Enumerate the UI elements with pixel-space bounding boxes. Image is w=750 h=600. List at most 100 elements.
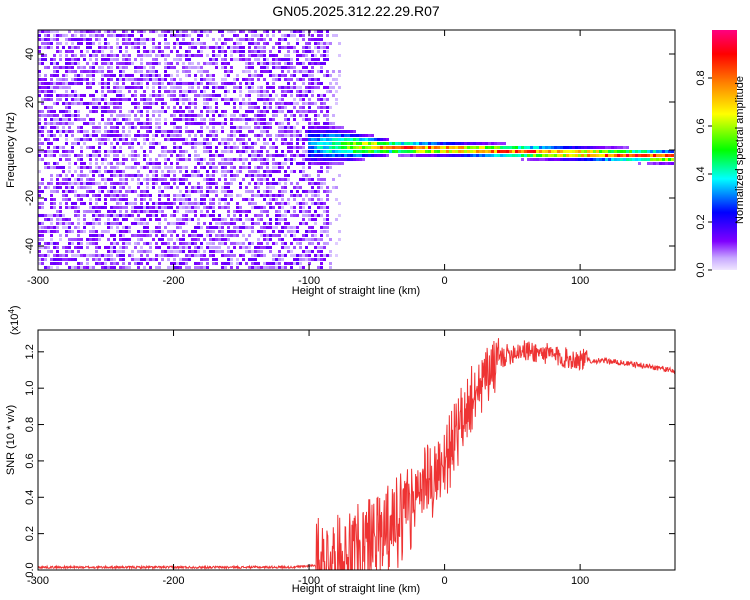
heatmap-cell: [182, 62, 185, 65]
heatmap-cell: [185, 198, 188, 201]
heatmap-cell: [317, 254, 320, 257]
heatmap-cell: [233, 254, 236, 257]
heatmap-cell: [101, 174, 104, 177]
heatmap-cell: [272, 34, 275, 37]
heatmap-cell: [38, 50, 41, 53]
heatmap-cell: [164, 62, 167, 65]
heatmap-cell: [320, 206, 323, 209]
heatmap-cell: [239, 262, 242, 265]
heatmap-cell: [281, 150, 284, 153]
heatmap-cell: [86, 70, 89, 73]
heatmap-cell: [122, 154, 125, 157]
heatmap-cell: [98, 50, 101, 53]
heatmap-cell: [302, 250, 305, 253]
heatmap-cell: [41, 190, 44, 193]
heatmap-cell: [248, 54, 251, 57]
heatmap-cell: [308, 70, 311, 73]
heatmap-cell: [482, 142, 485, 145]
heatmap-cell: [362, 146, 365, 149]
heatmap-cell: [74, 202, 77, 205]
heatmap-cell: [230, 66, 233, 69]
heatmap-cell: [50, 134, 53, 137]
heatmap-cell: [140, 122, 143, 125]
heatmap-cell: [251, 50, 254, 53]
heatmap-cell: [155, 142, 158, 145]
heatmap-cell: [299, 202, 302, 205]
heatmap-cell: [173, 114, 176, 117]
heatmap-cell: [185, 178, 188, 181]
heatmap-cell: [512, 146, 515, 149]
heatmap-cell: [155, 242, 158, 245]
heatmap-cell: [278, 126, 281, 129]
heatmap-cell: [311, 66, 314, 69]
heatmap-cell: [233, 142, 236, 145]
heatmap-cell: [161, 150, 164, 153]
heatmap-cell: [191, 250, 194, 253]
heatmap-cell: [176, 62, 179, 65]
heatmap-cell: [311, 234, 314, 237]
heatmap-cell: [98, 46, 101, 49]
heatmap-cell: [83, 66, 86, 69]
heatmap-cell: [248, 106, 251, 109]
heatmap-cell: [68, 222, 71, 225]
heatmap-cell: [323, 62, 326, 65]
heatmap-cell: [233, 242, 236, 245]
heatmap-cell: [38, 142, 41, 145]
heatmap-cell: [290, 46, 293, 49]
heatmap-cell: [176, 54, 179, 57]
heatmap-cell: [146, 186, 149, 189]
heatmap-cell: [557, 158, 560, 161]
heatmap-cell: [269, 226, 272, 229]
heatmap-cell: [197, 246, 200, 249]
heatmap-cell: [212, 90, 215, 93]
heatmap-cell: [95, 182, 98, 185]
heatmap-cell: [86, 74, 89, 77]
heatmap-cell: [122, 142, 125, 145]
heatmap-cell: [305, 238, 308, 241]
heatmap-cell: [68, 258, 71, 261]
heatmap-cell: [590, 158, 593, 161]
heatmap-cell: [260, 130, 263, 133]
heatmap-cell: [149, 106, 152, 109]
heatmap-cell: [134, 190, 137, 193]
heatmap-cell: [98, 154, 101, 157]
heatmap-cell: [182, 30, 185, 33]
heatmap-cell: [143, 222, 146, 225]
heatmap-cell: [113, 246, 116, 249]
heatmap-cell: [122, 214, 125, 217]
heatmap-cell: [80, 78, 83, 81]
heatmap-cell: [296, 62, 299, 65]
heatmap-cell: [323, 86, 326, 89]
heatmap-cell: [173, 222, 176, 225]
heatmap-cell: [95, 202, 98, 205]
heatmap-cell: [131, 142, 134, 145]
heatmap-cell: [188, 122, 191, 125]
heatmap-cell: [95, 98, 98, 101]
heatmap-cell: [50, 150, 53, 153]
heatmap-cell: [599, 146, 602, 149]
heatmap-cell: [281, 266, 284, 269]
heatmap-cell: [206, 62, 209, 65]
heatmap-cell: [281, 106, 284, 109]
heatmap-cell: [146, 234, 149, 237]
heatmap-cell: [152, 146, 155, 149]
heatmap-cell: [101, 62, 104, 65]
heatmap-cell: [290, 194, 293, 197]
heatmap-cell: [245, 86, 248, 89]
heatmap-cell: [200, 194, 203, 197]
heatmap-cell: [182, 222, 185, 225]
heatmap-cell: [302, 34, 305, 37]
heatmap-cell: [296, 70, 299, 73]
heatmap-cell: [638, 154, 641, 157]
heatmap-cell: [176, 86, 179, 89]
heatmap-cell: [53, 118, 56, 121]
heatmap-cell: [269, 198, 272, 201]
heatmap-cell: [188, 118, 191, 121]
heatmap-cell: [251, 146, 254, 149]
heatmap-cell: [92, 126, 95, 129]
heatmap-cell: [146, 126, 149, 129]
heatmap-cell: [212, 250, 215, 253]
heatmap-cell: [329, 154, 332, 157]
heatmap-cell: [260, 266, 263, 269]
heatmap-cell: [653, 154, 656, 157]
